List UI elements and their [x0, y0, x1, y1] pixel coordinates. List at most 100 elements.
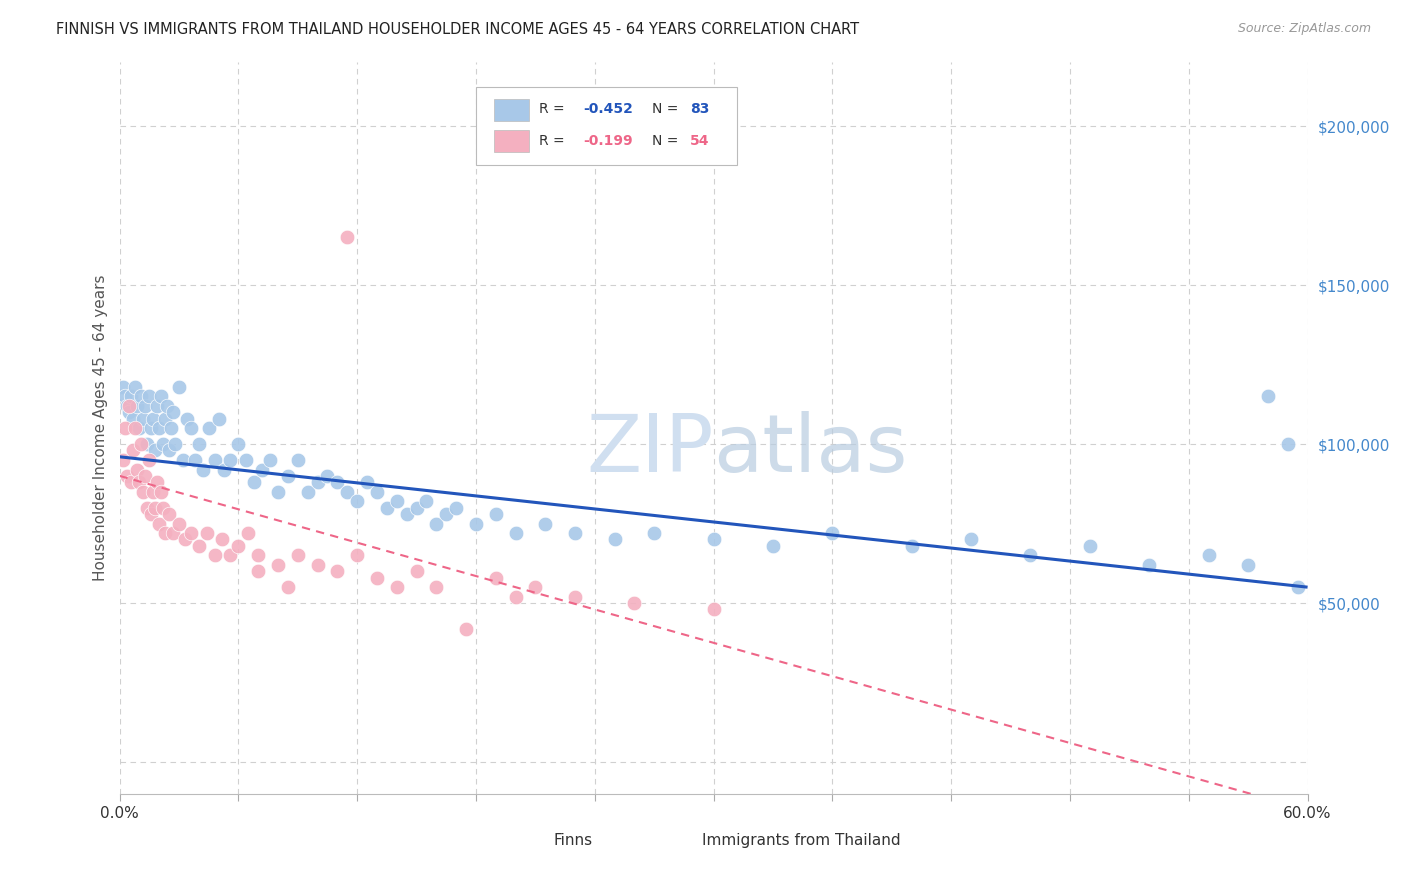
Point	[326, 564, 349, 578]
Point	[117, 468, 139, 483]
Point	[385, 494, 408, 508]
Point	[1078, 539, 1101, 553]
Point	[112, 453, 135, 467]
Point	[366, 484, 388, 499]
Point	[1019, 549, 1042, 563]
Point	[141, 507, 163, 521]
Point	[454, 622, 477, 636]
Text: -0.452: -0.452	[583, 102, 633, 116]
Point	[287, 549, 309, 563]
FancyBboxPatch shape	[499, 832, 536, 849]
Point	[243, 475, 266, 490]
Point	[152, 500, 174, 515]
Point	[163, 437, 186, 451]
Point	[307, 558, 329, 572]
Point	[167, 380, 190, 394]
Point	[395, 507, 418, 521]
Point	[122, 411, 145, 425]
Point	[277, 580, 299, 594]
Point	[219, 549, 242, 563]
Point	[195, 526, 218, 541]
Point	[143, 443, 166, 458]
Point	[120, 475, 142, 490]
Point	[1137, 558, 1160, 572]
Point	[142, 484, 165, 499]
FancyBboxPatch shape	[494, 99, 530, 121]
Point	[485, 571, 508, 585]
Point	[129, 437, 152, 451]
Point	[425, 516, 447, 531]
Point	[191, 462, 214, 476]
Point	[534, 516, 557, 531]
Point	[960, 533, 983, 547]
Point	[346, 549, 368, 563]
Text: N =: N =	[652, 102, 682, 116]
Point	[444, 500, 467, 515]
Point	[184, 453, 207, 467]
Text: Immigrants from Thailand: Immigrants from Thailand	[702, 833, 900, 848]
Point	[564, 590, 586, 604]
Point	[235, 453, 257, 467]
Point	[148, 421, 170, 435]
Point	[187, 539, 209, 553]
Point	[204, 549, 226, 563]
Point	[114, 389, 136, 403]
Point	[425, 580, 447, 594]
Point	[146, 399, 169, 413]
Point	[238, 526, 260, 541]
Point	[821, 526, 844, 541]
Point	[142, 411, 165, 425]
Point	[156, 399, 179, 413]
Point	[187, 437, 209, 451]
Point	[150, 484, 173, 499]
Point	[124, 380, 146, 394]
Point	[117, 399, 139, 413]
Point	[228, 539, 250, 553]
Point	[214, 462, 236, 476]
Point	[204, 453, 226, 467]
Point	[157, 507, 180, 521]
Text: R =: R =	[538, 102, 569, 116]
Point	[405, 500, 427, 515]
Point	[316, 468, 339, 483]
Point	[180, 421, 202, 435]
Point	[162, 526, 184, 541]
Point	[157, 443, 180, 458]
Point	[173, 533, 195, 547]
Point	[112, 380, 135, 394]
Point	[405, 564, 427, 578]
Point	[464, 516, 488, 531]
Point	[228, 437, 250, 451]
Point	[138, 389, 160, 403]
Point	[1277, 437, 1299, 451]
Point	[132, 411, 155, 425]
Point	[128, 421, 150, 435]
Text: N =: N =	[652, 134, 682, 148]
Point	[623, 596, 645, 610]
Point	[211, 533, 233, 547]
Text: Finns: Finns	[553, 833, 592, 848]
Point	[1286, 580, 1309, 594]
Point	[505, 590, 527, 604]
Point	[152, 437, 174, 451]
Point	[259, 453, 281, 467]
Point	[176, 411, 198, 425]
Point	[124, 421, 146, 435]
Point	[247, 564, 270, 578]
Point	[336, 230, 359, 244]
Point	[307, 475, 329, 490]
Point	[141, 421, 163, 435]
Point	[603, 533, 626, 547]
Point	[118, 405, 141, 419]
Text: -0.199: -0.199	[583, 134, 633, 148]
Point	[153, 526, 176, 541]
Point	[1237, 558, 1260, 572]
Point	[702, 602, 725, 616]
Point	[277, 468, 299, 483]
Point	[122, 443, 145, 458]
Point	[702, 533, 725, 547]
Point	[297, 484, 319, 499]
Point	[1198, 549, 1220, 563]
Point	[129, 389, 152, 403]
Point	[385, 580, 408, 594]
